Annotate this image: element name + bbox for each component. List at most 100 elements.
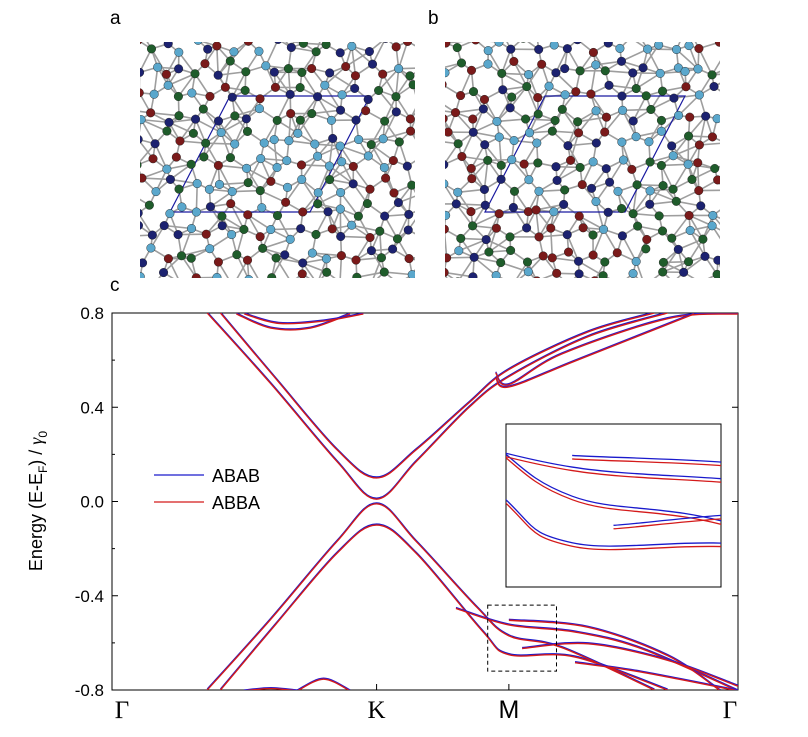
atom <box>350 71 360 81</box>
bond <box>472 212 500 227</box>
atom <box>533 158 543 168</box>
atom <box>559 199 569 209</box>
atom <box>628 209 638 219</box>
atom <box>496 174 506 184</box>
atom <box>146 108 156 118</box>
atom <box>612 248 622 258</box>
atom <box>469 252 479 262</box>
bond <box>608 84 637 90</box>
atom <box>547 126 557 136</box>
bond <box>311 109 341 115</box>
atom <box>574 269 584 278</box>
bond <box>180 228 193 257</box>
atom <box>671 196 681 206</box>
atom <box>578 223 588 233</box>
atom <box>573 117 583 127</box>
bond <box>525 118 556 122</box>
atom <box>672 45 682 55</box>
bond <box>409 107 415 120</box>
atom <box>591 138 601 148</box>
atom <box>177 251 187 261</box>
atom <box>451 199 461 209</box>
atom <box>225 153 235 163</box>
atom <box>159 268 169 278</box>
atom <box>149 89 159 99</box>
atom <box>186 159 196 169</box>
atom <box>713 175 720 185</box>
atom <box>191 207 201 217</box>
atom <box>216 128 226 138</box>
bond <box>445 104 456 114</box>
band-extra-abba <box>455 607 738 690</box>
atom <box>533 93 543 103</box>
atom <box>368 59 378 69</box>
atom <box>696 201 706 211</box>
atom <box>191 114 201 124</box>
bond <box>167 73 196 87</box>
atom <box>296 160 306 170</box>
atom <box>604 80 614 90</box>
atom <box>684 210 694 220</box>
atom <box>551 68 561 78</box>
bond <box>578 215 604 231</box>
atom <box>707 70 717 80</box>
atom <box>285 89 295 99</box>
bond <box>646 48 661 74</box>
atom <box>307 64 317 74</box>
bond <box>140 143 156 163</box>
bond <box>312 252 342 257</box>
atom <box>244 275 253 278</box>
atom <box>681 82 691 92</box>
atom <box>586 89 596 99</box>
atom <box>519 159 529 169</box>
atom <box>298 42 308 48</box>
atom <box>146 243 156 253</box>
atom <box>494 42 504 47</box>
atom <box>408 80 415 90</box>
atom <box>391 92 401 102</box>
atom <box>159 221 169 231</box>
bond <box>301 179 319 205</box>
atom <box>140 173 147 183</box>
atom <box>374 85 384 95</box>
atom <box>505 103 515 113</box>
atom <box>242 163 252 173</box>
inset-band-abab <box>0 601 76 630</box>
atom <box>405 71 415 81</box>
bond <box>170 178 198 185</box>
atom <box>186 253 196 263</box>
atom <box>311 47 321 57</box>
atom <box>468 114 478 124</box>
atom <box>641 91 651 101</box>
atom <box>454 246 464 256</box>
atom <box>532 138 542 148</box>
bond <box>622 108 651 112</box>
bond <box>698 48 713 76</box>
atom <box>685 225 695 235</box>
bond <box>698 116 707 146</box>
atom <box>524 175 534 185</box>
atom <box>361 106 371 116</box>
atom <box>190 69 200 79</box>
atom <box>574 211 584 221</box>
atom <box>140 258 148 268</box>
bond <box>561 108 580 134</box>
atom <box>337 90 347 100</box>
y-tick-label: 0.8 <box>80 304 104 323</box>
atom <box>394 64 404 74</box>
atom <box>654 42 664 50</box>
atom <box>200 59 210 69</box>
atom <box>520 42 526 43</box>
bond <box>602 228 618 254</box>
atom <box>313 151 323 161</box>
bond <box>246 167 272 183</box>
band-extra-abba <box>236 313 351 331</box>
bond <box>712 73 720 76</box>
bond <box>153 67 159 95</box>
atom <box>341 62 351 72</box>
bond <box>621 235 637 262</box>
bond <box>577 116 607 123</box>
bond <box>470 144 486 169</box>
atom <box>450 108 460 118</box>
atom <box>187 224 197 234</box>
